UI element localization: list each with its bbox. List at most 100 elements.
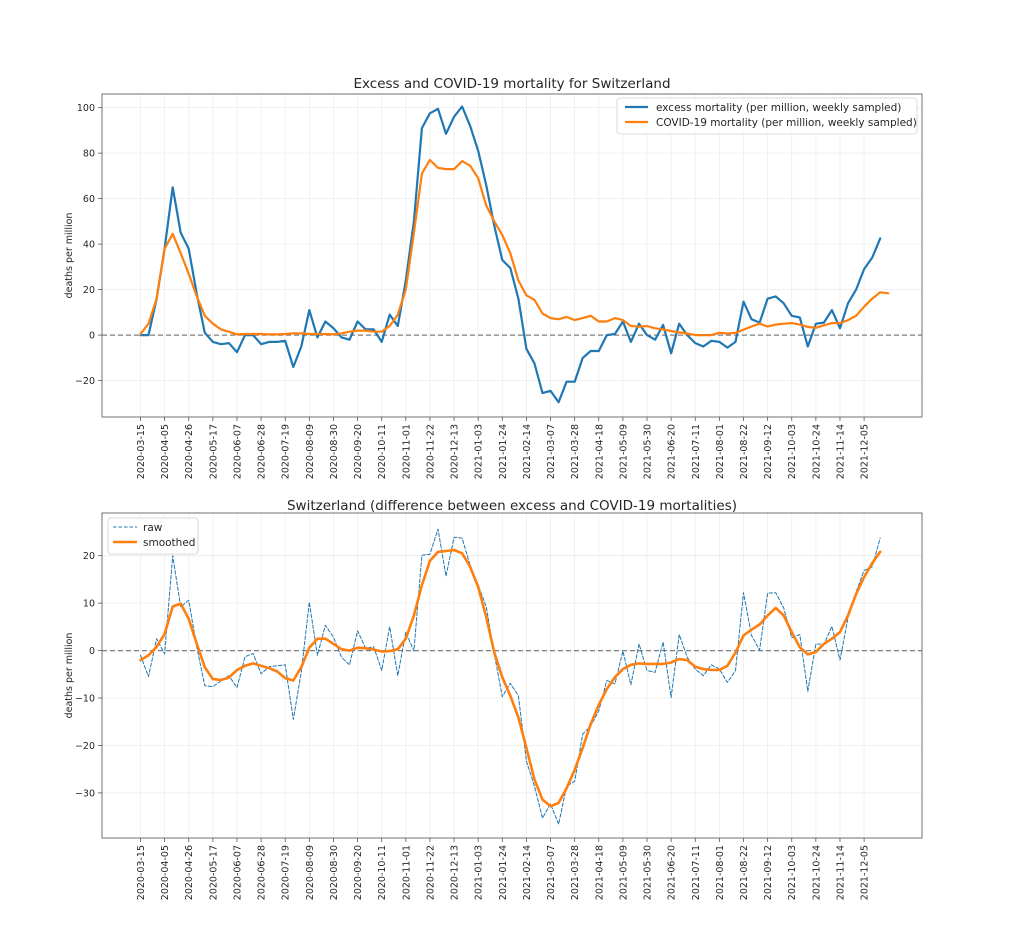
- x-tick-label: 2021-02-14: [522, 424, 533, 479]
- axes-frame: [101, 512, 923, 839]
- x-tick-label: 2020-04-26: [184, 845, 195, 900]
- x-tick-label: 2021-03-28: [570, 845, 581, 900]
- x-tick-label: 2020-08-30: [329, 845, 340, 900]
- x-tick-label: 2020-09-20: [353, 845, 364, 900]
- y-tick-label: −10: [75, 694, 95, 705]
- series-points: [140, 106, 881, 403]
- axes-frame: [101, 93, 923, 418]
- x-tick-label: 2020-04-05: [160, 845, 171, 900]
- legend: excess mortality (per million, weekly sa…: [616, 97, 918, 135]
- x-tick-label: 2021-05-09: [618, 424, 629, 479]
- legend: raw smoothed: [107, 517, 199, 555]
- y-tick-label: −20: [75, 741, 95, 752]
- x-tick-label: 2021-06-20: [667, 845, 678, 900]
- x-tick-label: 2020-11-22: [425, 424, 436, 479]
- x-tick-label: 2020-03-15: [136, 424, 147, 479]
- x-tick-label: 2021-12-05: [860, 845, 871, 900]
- series-layer: [139, 105, 890, 404]
- y-tick-label: 10: [83, 599, 95, 610]
- x-tick-label: 2020-06-07: [232, 424, 243, 479]
- x-axis-ticks: 2020-03-15 2020-04-05 2020-04-26 2020-05-17…: [136, 838, 871, 900]
- x-tick-label: 2020-07-19: [281, 424, 292, 479]
- x-tick-label: 2021-10-24: [811, 845, 822, 900]
- x-tick-label: 2021-04-18: [594, 424, 605, 479]
- x-tick-label: 2021-11-14: [835, 845, 846, 900]
- y-tick-label: 60: [83, 194, 95, 205]
- x-tick-label: 2020-09-20: [353, 424, 364, 479]
- x-tick-label: 2021-09-12: [763, 424, 774, 479]
- y-tick-label: −20: [75, 376, 95, 387]
- x-tick-label: 2021-01-24: [498, 424, 509, 479]
- top-chart-excess-vs-covid: Excess and COVID-19 mortality for Switze…: [64, 76, 923, 479]
- x-tick-label: 2021-01-03: [474, 424, 485, 479]
- y-tick-label: 80: [83, 149, 95, 160]
- x-tick-label: 2021-08-01: [715, 845, 726, 900]
- chart-title: Switzerland (difference between excess a…: [287, 498, 737, 514]
- y-axis-label: deaths per million: [64, 633, 75, 719]
- x-tick-label: 2021-03-28: [570, 424, 581, 479]
- x-tick-label: 2021-01-24: [498, 845, 509, 900]
- legend-label-excess: excess mortality (per million, weekly sa…: [656, 102, 901, 114]
- x-tick-label: 2021-03-07: [546, 424, 557, 479]
- x-tick-label: 2020-12-13: [450, 845, 461, 900]
- y-tick-label: 20: [83, 285, 95, 296]
- series-line-covid19: [139, 158, 890, 337]
- y-axis-ticks: −20 0 20 40 60 80 100: [75, 103, 102, 387]
- x-tick-label: 2021-05-30: [643, 424, 654, 479]
- x-tick-label: 2021-06-20: [667, 424, 678, 479]
- grid: [102, 513, 922, 838]
- y-tick-label: 40: [83, 240, 95, 251]
- x-tick-label: 2021-07-11: [691, 424, 702, 479]
- chart-title: Excess and COVID-19 mortality for Switze…: [353, 76, 670, 92]
- y-tick-label: 0: [89, 646, 95, 657]
- x-tick-label: 2021-02-14: [522, 845, 533, 900]
- y-tick-label: 0: [89, 331, 95, 342]
- x-tick-label: 2021-10-03: [787, 424, 798, 479]
- x-tick-label: 2020-06-28: [257, 424, 268, 479]
- x-tick-label: 2020-08-09: [305, 424, 316, 479]
- x-tick-label: 2020-05-17: [208, 845, 219, 900]
- x-tick-label: 2021-05-09: [618, 845, 629, 900]
- y-tick-label: −30: [75, 788, 95, 799]
- x-tick-label: 2020-10-11: [377, 845, 388, 900]
- x-tick-label: 2021-12-05: [860, 424, 871, 479]
- series-points: [140, 159, 889, 336]
- x-tick-label: 2020-05-17: [208, 424, 219, 479]
- x-tick-label: 2020-08-09: [305, 845, 316, 900]
- x-tick-label: 2020-06-07: [232, 845, 243, 900]
- x-tick-label: 2020-12-13: [450, 424, 461, 479]
- x-tick-label: 2020-11-22: [425, 845, 436, 900]
- x-tick-label: 2020-03-15: [136, 845, 147, 900]
- x-tick-label: 2020-10-11: [377, 424, 388, 479]
- x-tick-label: 2021-11-14: [835, 424, 846, 479]
- x-tick-label: 2020-06-28: [257, 845, 268, 900]
- legend-label-raw: raw: [143, 522, 163, 534]
- x-tick-label: 2021-10-24: [811, 424, 822, 479]
- y-axis-label: deaths per million: [64, 213, 75, 299]
- x-tick-label: 2021-08-22: [739, 845, 750, 900]
- x-tick-label: 2021-08-22: [739, 424, 750, 479]
- x-tick-label: 2020-11-01: [401, 424, 412, 479]
- x-tick-label: 2021-08-01: [715, 424, 726, 479]
- y-tick-label: 100: [77, 103, 95, 114]
- legend-label-covid: COVID-19 mortality (per million, weekly …: [656, 117, 917, 129]
- series-points: [140, 549, 881, 807]
- x-tick-label: 2020-04-26: [184, 424, 195, 479]
- x-tick-label: 2021-07-11: [691, 845, 702, 900]
- y-tick-label: 20: [83, 551, 95, 562]
- x-tick-label: 2021-10-03: [787, 845, 798, 900]
- x-tick-label: 2020-08-30: [329, 424, 340, 479]
- x-tick-label: 2021-04-18: [594, 845, 605, 900]
- y-axis-ticks: −30 −20 −10 0 10 20: [75, 551, 102, 799]
- x-tick-label: 2021-03-07: [546, 845, 557, 900]
- legend-box: [616, 97, 918, 135]
- x-tick-label: 2021-09-12: [763, 845, 774, 900]
- x-tick-label: 2021-05-30: [643, 845, 654, 900]
- x-tick-label: 2021-01-03: [474, 845, 485, 900]
- series-layer: [139, 528, 882, 825]
- grid: [102, 94, 922, 417]
- x-tick-label: 2020-11-01: [401, 845, 412, 900]
- legend-label-smoothed: smoothed: [143, 537, 195, 549]
